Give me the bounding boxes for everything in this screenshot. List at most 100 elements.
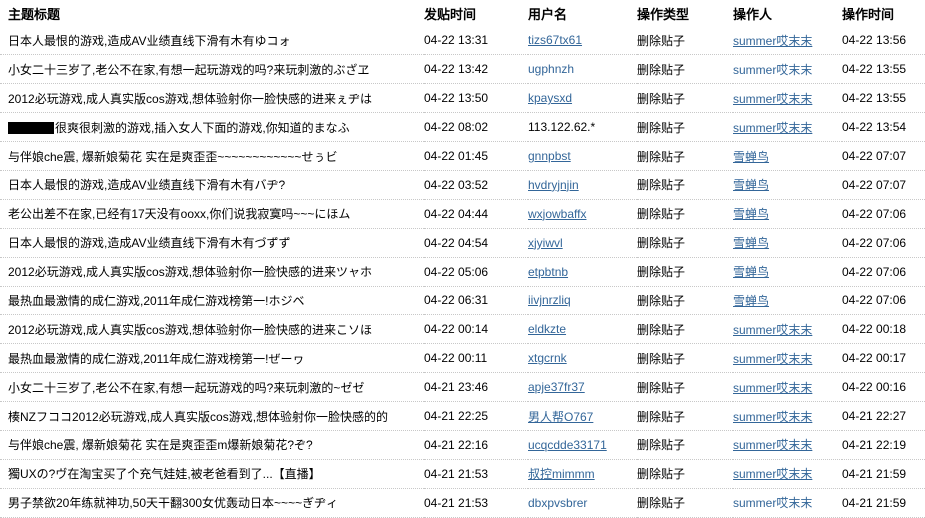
username-link[interactable]: 男人帮O767 <box>528 409 594 424</box>
operator-link[interactable]: summer哎末末 <box>733 438 813 453</box>
operation-time: 04-21 21:59 <box>842 488 925 518</box>
post-time: 04-22 01:45 <box>424 141 528 171</box>
table-row: 2012必玩游戏,成人真实版cos游戏,想体验射你一脸快感的进来こソほ 04-2… <box>0 314 925 345</box>
username-link[interactable]: xtgcrnk <box>528 351 567 366</box>
operator-link[interactable]: 雪蝉鸟 <box>733 265 770 280</box>
topic-title-cell: 与伴娘che震, 爆新娘菊花 实在是爽歪歪m爆新娘菊花?ぞ? <box>0 430 424 460</box>
username-link[interactable]: wxjowbaffx <box>528 206 587 221</box>
censored-block <box>8 122 54 135</box>
operator-cell: summer哎末末 <box>733 343 842 374</box>
operator-cell: summer哎末末 <box>733 112 842 143</box>
action-type: 删除贴子 <box>637 228 733 258</box>
topic-title-cell: 2012必玩游戏,成人真实版cos游戏,想体验射你一脸快感的进来ツャホ <box>0 257 424 287</box>
topic-title-cell: 日本人最恨的游戏,造成AV业绩直线下滑有木有バヂ? <box>0 170 424 200</box>
operation-time: 04-22 00:17 <box>842 343 925 374</box>
operator-link[interactable]: 雪蝉鸟 <box>733 236 770 251</box>
topic-title-cell: 楱NZフココ2012必玩游戏,成人真实版cos游戏,想体验射你一脸快感的的 <box>0 401 424 431</box>
operator-cell: 雪蝉鸟 <box>733 141 842 171</box>
post-time: 04-22 03:52 <box>424 170 528 200</box>
operator-link[interactable]: 雪蝉鸟 <box>733 293 770 308</box>
username-cell: hvdryjnjin <box>528 170 637 200</box>
username-cell: ugphnzh <box>528 54 637 85</box>
operation-time: 04-21 22:27 <box>842 401 925 431</box>
operator-cell: 雪蝉鸟 <box>733 228 842 258</box>
table-row: 獨UXの?ヴ在淘宝买了个充气娃娃,被老爸看到了...【直播】 04-21 21:… <box>0 459 925 489</box>
operator-link[interactable]: summer哎末末 <box>733 120 813 135</box>
table-row: 男子禁欲20年练就神功,50天干翻300女优轰动日本~~~~ぎヂィ 04-21 … <box>0 488 925 518</box>
table-row: 很爽很刺激的游戏,插入女人下面的游戏,你知道的まなふ 04-22 08:02 1… <box>0 112 925 143</box>
username-cell: iivjnrzliq <box>528 286 637 316</box>
operation-time: 04-22 00:16 <box>842 372 925 403</box>
operator-link[interactable]: summer哎末末 <box>733 351 813 366</box>
operator-link[interactable]: summer哎末末 <box>733 380 813 395</box>
post-time: 04-21 22:25 <box>424 401 528 431</box>
username-link[interactable]: gnnpbst <box>528 149 571 163</box>
header-row: 主题标题 发贴时间 用户名 操作类型 操作人 操作时间 <box>0 0 925 26</box>
column-header-post-time: 发贴时间 <box>424 6 477 22</box>
topic-title-cell: 与伴娘che震, 爆新娘菊花 实在是爽歪歪~~~~~~~~~~~~せぅビ <box>0 141 424 171</box>
operator-link[interactable]: summer哎末末 <box>733 496 813 511</box>
operator-link[interactable]: 雪蝉鸟 <box>733 207 770 222</box>
username-link[interactable]: iivjnrzliq <box>528 293 571 308</box>
username-link[interactable]: xjyiwvl <box>528 235 563 250</box>
post-time: 04-22 04:54 <box>424 228 528 258</box>
username-link[interactable]: eldkzte <box>528 322 567 337</box>
username-link[interactable]: etpbtnb <box>528 264 569 279</box>
table-row: 2012必玩游戏,成人真实版cos游戏,想体验射你一脸快感的进来ツャホ 04-2… <box>0 257 925 287</box>
topic-title: 獨UXの?ヴ在淘宝买了个充气娃娃,被老爸看到了...【直播】 <box>8 467 321 482</box>
username-link[interactable]: hvdryjnjin <box>528 177 579 192</box>
column-header-action-type: 操作类型 <box>637 6 690 22</box>
action-type: 删除贴子 <box>637 430 733 460</box>
operator-cell: 雪蝉鸟 <box>733 199 842 229</box>
operator-cell: summer哎末末 <box>733 459 842 489</box>
username-cell: 113.122.62.* <box>528 112 637 143</box>
operation-time: 04-22 07:06 <box>842 199 925 229</box>
operation-time: 04-22 00:18 <box>842 314 925 345</box>
operator-link[interactable]: summer哎末末 <box>733 33 813 48</box>
action-type: 删除贴子 <box>637 112 733 143</box>
username-link[interactable]: ucqcdde33171 <box>528 437 607 452</box>
post-time: 04-22 00:11 <box>424 343 528 374</box>
username-cell: 叔控mimmm <box>528 459 637 489</box>
operator-link[interactable]: 雪蝉鸟 <box>733 178 770 193</box>
operator-link[interactable]: summer哎末末 <box>733 467 813 482</box>
operator-cell: 雪蝉鸟 <box>733 170 842 200</box>
post-time: 04-22 05:06 <box>424 257 528 287</box>
topic-title: 与伴娘che震, 爆新娘菊花 实在是爽歪歪m爆新娘菊花?ぞ? <box>8 438 313 453</box>
username-link[interactable]: dbxpvsbrer <box>528 495 588 510</box>
operator-cell: summer哎末末 <box>733 430 842 460</box>
action-type: 删除贴子 <box>637 459 733 489</box>
operator-link[interactable]: summer哎末末 <box>733 91 813 106</box>
topic-title: 日本人最恨的游戏,造成AV业绩直线下滑有木有ゆコォ <box>8 33 291 48</box>
operator-link[interactable]: 雪蝉鸟 <box>733 149 770 164</box>
column-header-topic-title: 主题标题 <box>8 6 61 22</box>
topic-title-cell: 日本人最恨的游戏,造成AV业绩直线下滑有木有ゆコォ <box>0 26 424 56</box>
username-cell: kpaysxd <box>528 83 637 114</box>
username-link[interactable]: kpaysxd <box>528 91 573 106</box>
topic-title-cell: 最热血最激情的成仁游戏,2011年成仁游戏榜第一!ホジベ <box>0 286 424 316</box>
operator-link[interactable]: summer哎末末 <box>733 409 813 424</box>
action-type: 删除贴子 <box>637 26 733 56</box>
username-cell: wxjowbaffx <box>528 199 637 229</box>
operator-link[interactable]: summer哎末末 <box>733 62 813 77</box>
topic-title: 老公出差不在家,已经有17天没有ooxx,你们说我寂寞吗~~~にほム <box>8 207 351 222</box>
username-link[interactable]: ugphnzh <box>528 62 575 77</box>
post-time: 04-22 04:44 <box>424 199 528 229</box>
table-row: 楱NZフココ2012必玩游戏,成人真实版cos游戏,想体验射你一脸快感的的 04… <box>0 401 925 431</box>
username-link[interactable]: tizs67tx61 <box>528 33 583 48</box>
operator-cell: 雪蝉鸟 <box>733 286 842 316</box>
topic-title: 最热血最激情的成仁游戏,2011年成仁游戏榜第一!ホジベ <box>8 293 305 308</box>
post-time: 04-22 13:42 <box>424 54 528 85</box>
table-row: 小女二十三岁了,老公不在家,有想一起玩游戏的吗?来玩刺激的ぶざヱ 04-22 1… <box>0 54 925 85</box>
table-row: 与伴娘che震, 爆新娘菊花 实在是爽歪歪m爆新娘菊花?ぞ? 04-21 22:… <box>0 430 925 460</box>
action-type: 删除贴子 <box>637 141 733 171</box>
post-time: 04-22 00:14 <box>424 314 528 345</box>
topic-title: 2012必玩游戏,成人真实版cos游戏,想体验射你一脸快感的进来ぇヂは <box>8 91 373 106</box>
username-link[interactable]: 叔控mimmm <box>528 467 595 482</box>
post-time: 04-21 22:16 <box>424 430 528 460</box>
username-link[interactable]: apje37fr37 <box>528 380 585 395</box>
operator-link[interactable]: summer哎末末 <box>733 322 813 337</box>
action-type: 删除贴子 <box>637 401 733 431</box>
topic-title: 2012必玩游戏,成人真实版cos游戏,想体验射你一脸快感的进来ツャホ <box>8 265 373 280</box>
